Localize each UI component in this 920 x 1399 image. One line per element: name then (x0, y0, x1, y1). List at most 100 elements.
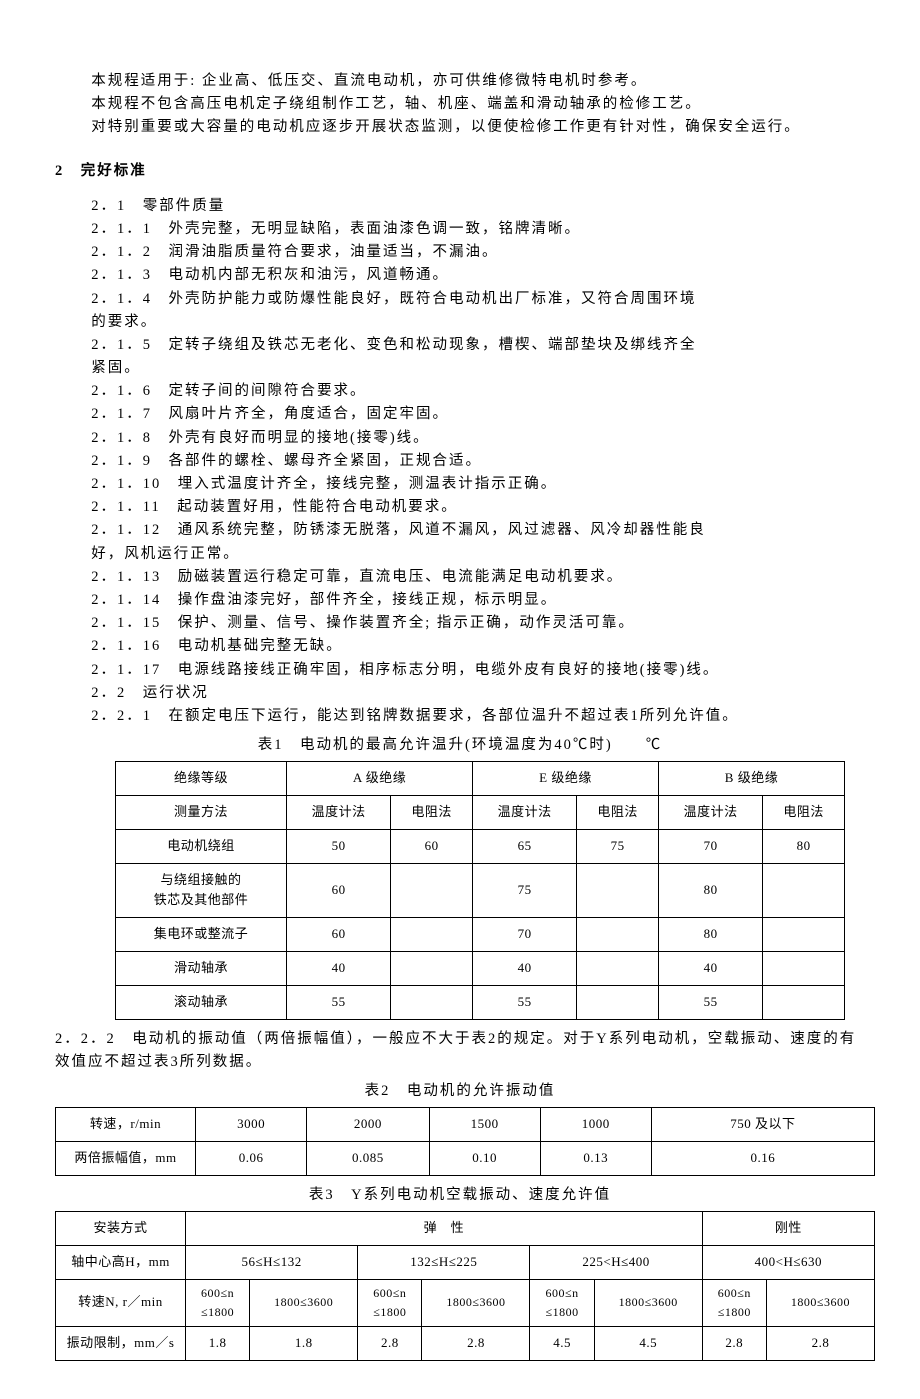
table3-r4-cell: 2.8 (358, 1326, 422, 1360)
intro-p1: 本规程适用于: 企业高、低压交、直流电动机，亦可供维修微特电机时参考。 (55, 70, 865, 93)
table1-cell (391, 863, 473, 918)
table1-cell: 40 (659, 952, 763, 986)
section-2-1-item: 2．1．1 外壳完整，无明显缺陷，表面油漆色调一致，铭牌清晰。 (55, 218, 865, 241)
table2-header-cell: 3000 (196, 1108, 307, 1142)
table3-r2-v0: 56≤H≤132 (186, 1245, 358, 1279)
table2-header-cell: 转速，r/min (56, 1108, 196, 1142)
table1-cell (577, 918, 659, 952)
table2-cell: 0.06 (196, 1141, 307, 1175)
table3-r4-cell: 2.8 (702, 1326, 766, 1360)
table2-header-cell: 1500 (429, 1108, 540, 1142)
table-row: 集电环或整流子607080 (116, 918, 845, 952)
table1-cell: 75 (473, 863, 577, 918)
table3-r4-cell: 4.5 (594, 1326, 702, 1360)
section-2-2: 2．2 运行状况 2．2．1 在额定电压下运行，能达到铭牌数据要求，各部位温升不… (55, 682, 865, 728)
table1-sh-a1: 温度计法 (287, 796, 391, 830)
table3-r4-cell: 2.8 (766, 1326, 874, 1360)
table1-cell: 80 (659, 918, 763, 952)
table-row: 测量方法 温度计法 电阻法 温度计法 电阻法 温度计法 电阻法 (116, 796, 845, 830)
section-2-1-item: 2．1．15 保护、测量、信号、操作装置齐全; 指示正确，动作灵活可靠。 (55, 612, 865, 635)
table-row: 滚动轴承555555 (116, 985, 845, 1019)
table1-cell: 40 (287, 952, 391, 986)
table1-cell: 55 (287, 985, 391, 1019)
table1-cell: 55 (473, 985, 577, 1019)
table2-cell: 0.13 (540, 1141, 651, 1175)
section-2-1: 2．1 零部件质量 2．1．1 外壳完整，无明显缺陷，表面油漆色调一致，铭牌清晰… (55, 195, 865, 682)
section-2-2-header: 2．2 运行状况 (55, 682, 865, 705)
table1-sh-a1: 温度计法 (473, 796, 577, 830)
table1-cell (763, 952, 845, 986)
section-2-1-item: 2．1．6 定转子间的间隙符合要求。 (55, 380, 865, 403)
table3-r3-cell: 600≤n≤1800 (186, 1279, 250, 1326)
table3-r3-cell: 1800≤3600 (766, 1279, 874, 1326)
table2-cell: 两倍振幅值，mm (56, 1141, 196, 1175)
table1-cell: 70 (659, 829, 763, 863)
table1-h-c3: E 级绝缘 (473, 762, 659, 796)
table3-r3-c1: 转速N, r／min (56, 1279, 186, 1326)
table1-cell (763, 918, 845, 952)
table1-cell: 80 (659, 863, 763, 918)
table3-r1-c3: 刚性 (702, 1211, 874, 1245)
table2-header-cell: 1000 (540, 1108, 651, 1142)
section-2-header: 2 完好标准 (55, 160, 865, 183)
table1-cell: 65 (473, 829, 577, 863)
table3-r4-cell: 4.5 (530, 1326, 594, 1360)
table3: 安装方式 弹 性 刚性 轴中心高H，mm 56≤H≤132 132≤H≤225 … (55, 1211, 875, 1361)
table-row: 滑动轴承404040 (116, 952, 845, 986)
table3-r4-cell: 2.8 (422, 1326, 530, 1360)
section-2-1-item: 2．1．11 起动装置好用，性能符合电动机要求。 (55, 496, 865, 519)
table1-sh-a2: 电阻法 (391, 796, 473, 830)
table1-cell: 60 (287, 918, 391, 952)
intro-block: 本规程适用于: 企业高、低压交、直流电动机，亦可供维修微特电机时参考。 本规程不… (55, 70, 865, 140)
table1-cell (391, 952, 473, 986)
table3-r2-v2: 225<H≤400 (530, 1245, 702, 1279)
section-2-1-item-cont: 紧固。 (55, 357, 865, 380)
table1-cell: 60 (391, 829, 473, 863)
section-2-1-item: 2．1．3 电动机内部无积灰和油污，风道畅通。 (55, 264, 865, 287)
table1-cell: 75 (577, 829, 659, 863)
table1-cell (577, 952, 659, 986)
table1-cell: 55 (659, 985, 763, 1019)
table1-sh-a2: 电阻法 (763, 796, 845, 830)
table1-cell (391, 985, 473, 1019)
table2: 转速，r/min3000200015001000750 及以下 两倍振幅值，mm… (55, 1107, 875, 1176)
table1-h-c1: 绝缘等级 (116, 762, 287, 796)
section-2-1-item: 2．1．4 外壳防护能力或防爆性能良好，既符合电动机出厂标准，又符合周围环境 (55, 288, 865, 311)
table1-row-label: 滚动轴承 (116, 985, 287, 1019)
table3-r2-c1: 轴中心高H，mm (56, 1245, 186, 1279)
table1-sh-a2: 电阻法 (577, 796, 659, 830)
table1-cell: 70 (473, 918, 577, 952)
table3-r4-cell: 1.8 (250, 1326, 358, 1360)
section-2-1-item: 2．1．8 外壳有良好而明显的接地(接零)线。 (55, 427, 865, 450)
section-2-1-item: 2．1．14 操作盘油漆完好，部件齐全，接线正规，标示明显。 (55, 589, 865, 612)
section-2-1-item: 2．1．7 风扇叶片齐全，角度适合，固定牢固。 (55, 403, 865, 426)
table1-sh-a1: 温度计法 (659, 796, 763, 830)
table-row: 电动机绕组506065757080 (116, 829, 845, 863)
table3-r3-cell: 1800≤3600 (250, 1279, 358, 1326)
table3-r2-v1: 132≤H≤225 (358, 1245, 530, 1279)
table2-cell: 0.16 (651, 1141, 874, 1175)
table3-r2-v3: 400<H≤630 (702, 1245, 874, 1279)
table1-title: 表1 电动机的最高允许温升(环境温度为40℃时) ℃ (55, 734, 865, 757)
table-row: 两倍振幅值，mm0.060.0850.100.130.16 (56, 1141, 875, 1175)
section-2-1-header: 2．1 零部件质量 (55, 195, 865, 218)
section-2-1-item: 2．1．10 埋入式温度计齐全，接线完整，测温表计指示正确。 (55, 473, 865, 496)
table-row: 转速，r/min3000200015001000750 及以下 (56, 1108, 875, 1142)
table-row: 安装方式 弹 性 刚性 (56, 1211, 875, 1245)
intro-p3: 对特别重要或大容量的电动机应逐步开展状态监测，以便使检修工作更有针对性，确保安全… (55, 116, 865, 139)
table2-cell: 0.085 (307, 1141, 429, 1175)
table-row: 与绕组接触的铁芯及其他部件607580 (116, 863, 845, 918)
table3-r4-cell: 1.8 (186, 1326, 250, 1360)
table3-r4-c1: 振动限制，mm／s (56, 1326, 186, 1360)
table2-header-cell: 2000 (307, 1108, 429, 1142)
section-2-1-item-cont: 好，风机运行正常。 (55, 543, 865, 566)
table1-cell: 40 (473, 952, 577, 986)
section-2-1-item: 2．1．9 各部件的螺栓、螺母齐全紧固，正规合适。 (55, 450, 865, 473)
section-2-1-item: 2．1．13 励磁装置运行稳定可靠，直流电压、电流能满足电动机要求。 (55, 566, 865, 589)
table2-cell: 0.10 (429, 1141, 540, 1175)
table-row: 轴中心高H，mm 56≤H≤132 132≤H≤225 225<H≤400 40… (56, 1245, 875, 1279)
section-2-1-item: 2．1．5 定转子绕组及铁芯无老化、变色和松动现象，槽楔、端部垫块及绑线齐全 (55, 334, 865, 357)
table2-title: 表2 电动机的允许振动值 (55, 1080, 865, 1103)
table1-cell (577, 863, 659, 918)
table3-r3-cell: 600≤n≤1800 (530, 1279, 594, 1326)
